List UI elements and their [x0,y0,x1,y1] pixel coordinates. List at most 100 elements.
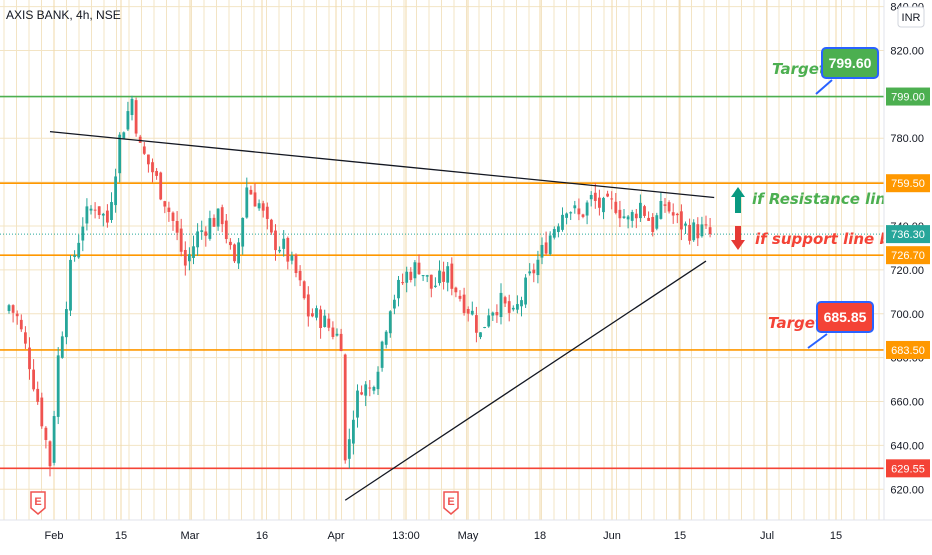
candle-body [138,136,142,143]
candle-body [458,295,462,299]
trendline-resistance[interactable] [49,130,715,199]
price-tags: 799.00 759.50 736.30 726.70 683.50 629.55 [886,87,930,478]
candle-body [36,388,40,402]
candle-body [536,259,540,276]
price-tag-label: 683.50 [891,345,925,357]
arrow-down-icon [731,226,745,250]
candle-body [585,202,589,216]
chart-title: AXIS BANK, 4h, NSE [6,8,121,22]
candle-body [298,270,302,281]
candle-body [282,238,286,249]
x-tick-label: 15 [830,530,842,542]
candle-body [454,287,458,293]
y-tick-label: 820.00 [890,45,924,57]
candle-body [278,249,281,252]
candle-body [684,223,687,226]
candle-body [32,369,35,390]
candle-body [101,213,105,216]
candle-body [212,217,216,227]
x-tick-label: Jun [603,530,621,542]
earnings-icon[interactable] [443,491,459,515]
callout-box[interactable] [816,301,874,333]
currency-badge-box[interactable] [897,6,925,28]
candle-body [315,308,318,318]
candle-body [208,218,212,239]
candle-body [429,274,433,289]
candle-body [643,206,646,216]
x-tick-label: May [458,530,479,542]
x-tick-label: 13:00 [392,530,420,542]
candle-body [19,319,23,330]
earnings-marker-label: E [447,496,454,508]
price-tag-label: 799.00 [891,92,925,104]
x-tick-label: 15 [115,530,127,542]
candle-body [290,255,294,261]
candle-body [60,336,64,358]
candle-body [241,218,245,247]
price-tag-box [886,459,930,478]
x-tick-label: Apr [327,530,344,542]
y-tick-label: 660.00 [890,397,924,409]
trendlines[interactable] [49,130,715,501]
candle-body [52,416,56,463]
candle-body [667,202,671,212]
candle-body [179,228,183,252]
candle-body [491,312,495,316]
candle-body [48,441,52,467]
candle-body [397,279,400,299]
candle-body [511,307,515,310]
candle-body [339,333,343,352]
candle-body [602,197,605,213]
candle-body [499,292,503,318]
candle-body [552,229,556,238]
candle-body [7,305,11,312]
candle-body [171,212,175,221]
candle-body [450,263,454,289]
candle-body [466,309,470,314]
candle-body [630,212,634,221]
candle-body [380,341,384,368]
earnings-icon[interactable] [30,491,46,515]
candle-body [65,309,68,338]
horizontal-levels [0,95,884,470]
callout-box[interactable] [821,47,879,79]
candle-body [175,220,179,233]
candle-body [577,208,581,215]
candle-body [401,282,404,284]
price-tag-label: 726.70 [891,250,925,262]
candle-body [196,231,199,248]
candle-body [495,312,499,316]
candle-body [233,244,236,262]
candle-body [581,214,585,217]
candle-body [40,397,44,427]
candle-body [483,327,486,329]
candle-body [438,270,441,284]
candle-body [606,193,609,197]
candle-body [110,202,113,220]
candle-body [311,313,314,317]
candle-body [106,210,109,223]
price-tag-label: 736.30 [891,229,925,241]
callout-label: 799.60 [829,55,872,71]
trendline-support[interactable] [344,260,707,501]
candle-body [327,318,331,328]
candle-body [532,269,536,274]
x-tick-label: Mar [181,530,200,542]
candle-body [520,300,523,307]
candle-body [470,310,474,315]
candle-body [528,271,532,274]
candle-body [405,271,409,283]
candle-body [368,387,372,389]
candle-body [142,146,146,154]
candle-body [192,246,195,258]
candle-body [302,281,306,299]
candle-body [561,214,564,230]
candle-body [569,212,573,214]
time-axis[interactable] [0,520,932,550]
candle-body [319,309,322,328]
candle-body [696,224,700,239]
callout-pointer [807,333,828,349]
candle-body [155,170,158,176]
candle-body [548,235,552,255]
